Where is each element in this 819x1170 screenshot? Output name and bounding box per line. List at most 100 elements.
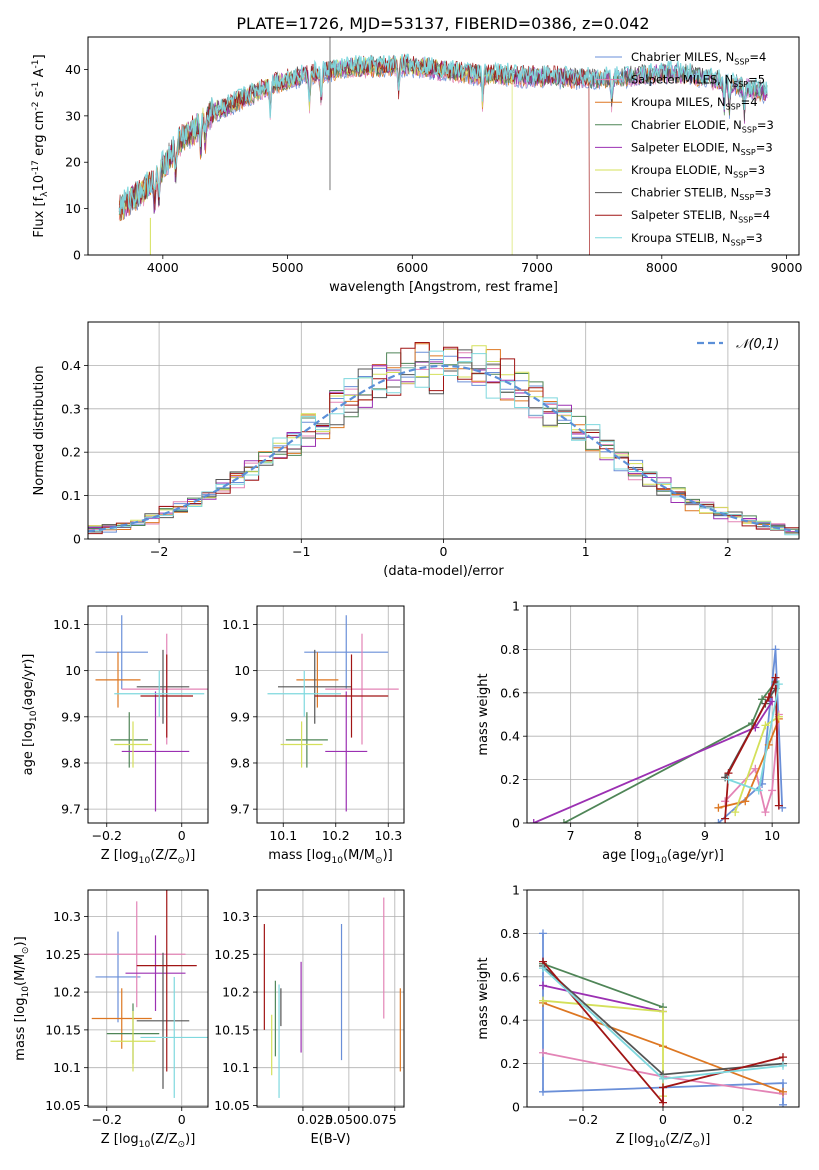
y-axis-label: Normed distribution: [32, 366, 47, 496]
text-run: Salpeter STELIB, N: [631, 208, 738, 222]
y-tick-label: 0: [512, 816, 520, 831]
subscript: SSP: [733, 80, 748, 89]
x-axis-label: mass [log10​(M/M⊙​)]: [268, 848, 392, 866]
subscript: SSP: [742, 125, 757, 134]
x-tick-label: 5000: [272, 260, 304, 275]
legend-label: Kroupa MILES, NSSP​=4: [631, 95, 758, 111]
text-run: Normed distribution: [32, 366, 47, 496]
math-run: 𝒩(0,1): [736, 337, 779, 352]
y-tick-label: 9.8: [230, 755, 250, 770]
legend-label: Salpeter MILES, NSSP​=5: [631, 73, 765, 89]
normal-curve: [88, 364, 799, 533]
y-tick-label: 0.4: [500, 1013, 520, 1028]
weight-marker-salpeter_miles: [761, 808, 770, 817]
axes-frame: [87, 889, 209, 1108]
text-run: Z [log: [616, 1132, 654, 1147]
subscript: ⊙: [375, 856, 383, 866]
text-run: )]: [700, 1132, 710, 1147]
superscript: -1: [31, 82, 41, 91]
text-run: (age/yr)]: [667, 848, 724, 863]
y-axis-label: age [log10​(age/yr)]: [21, 654, 39, 776]
text-run: =3: [757, 118, 774, 132]
y-tick-label: 10.2: [222, 985, 250, 1000]
text-run: s: [32, 90, 47, 101]
subscript: ⊙: [178, 1140, 186, 1150]
gridlines: [88, 606, 208, 823]
y-tick-label: 10.3: [53, 909, 81, 924]
x-tick-label: 7000: [521, 260, 553, 275]
x-tick-label: 10: [764, 828, 780, 843]
y-tick-label: 10.1: [222, 617, 250, 632]
weight-marker-kroupa_elodie: [539, 996, 547, 1005]
text-run: =4: [741, 95, 758, 109]
y-tick-label: 0: [512, 1100, 520, 1115]
legend-label: 𝒩(0,1): [736, 337, 779, 352]
axes-frame: [526, 889, 800, 1108]
text-run: =4: [753, 208, 770, 222]
text-run: =4: [749, 50, 766, 64]
weight-marker-salpeter_elodie: [529, 819, 538, 823]
text-run: Kroupa ELODIE, N: [631, 163, 733, 177]
plot-area: [539, 929, 787, 1107]
y-tick-label: 9.9: [230, 709, 250, 724]
legend-label: Chabrier STELIB, NSSP​=3: [631, 186, 771, 202]
subscript: 10: [655, 856, 667, 866]
subscript: 10: [21, 986, 31, 998]
x-tick-label: 0: [440, 544, 448, 559]
x-tick-label: 1: [582, 544, 590, 559]
x-tick-label: −2: [150, 544, 168, 559]
panel-age_vs_Z: −0.2 0 9.7 9.8 9.9 10 10.1 Z [log10​(Z/Z⊙​)] age…: [21, 605, 209, 866]
legend-label: Salpeter ELODIE, NSSP​=3: [631, 140, 773, 156]
weight-line-kroupa_miles: [718, 718, 780, 809]
x-axis-label: Z [log10​(Z/Z⊙​)]: [616, 1132, 711, 1150]
subscript: SSP: [741, 148, 756, 157]
superscript: -2: [31, 102, 41, 111]
subscript: ⊙: [21, 946, 31, 954]
gridlines: [257, 890, 404, 1107]
axes-frame: [256, 605, 405, 824]
text-run: Flux [f: [32, 196, 47, 237]
weight-marker-kroupa_stelib: [659, 1074, 667, 1083]
y-tick-label: 0.2: [61, 445, 81, 460]
text-run: (age/yr)]: [21, 654, 36, 711]
text-run: Chabrier MILES, N: [631, 50, 734, 64]
text-run: mass weight: [476, 673, 491, 755]
text-run: (Z/Z: [150, 1132, 177, 1147]
axes-frame: [87, 605, 209, 824]
weight-marker-kroupa_miles: [741, 797, 750, 806]
panel-weight_vs_Z: −0.2 0 0.2 0 0.2 0.4 0.6 0.8 1 Z [log10​(Z/Z⊙​)] m…: [476, 883, 800, 1150]
text-run: Kroupa MILES, N: [631, 95, 726, 109]
panel-weight_vs_age: 7 8 9 10 0 0.2 0.4 0.6 0.8 1 age [log10​(age/yr)] m…: [476, 599, 800, 866]
x-tick-label: 0: [178, 828, 186, 843]
y-tick-label: 9.7: [230, 802, 250, 817]
weight-marker-salpeter_elodie: [539, 981, 547, 990]
superscript: -1: [31, 59, 41, 68]
y-tick-label: 20: [65, 155, 81, 170]
y-tick-label: 10.25: [45, 947, 81, 962]
x-tick-label: 9000: [771, 260, 803, 275]
x-axis-label: Z [log10​(Z/Z⊙​)]: [101, 1132, 196, 1150]
legend-label: Salpeter STELIB, NSSP​=4: [631, 208, 770, 224]
legend-label: Chabrier MILES, NSSP​=4: [631, 50, 766, 66]
plot-area: [529, 645, 787, 823]
legend: Chabrier MILES, NSSP​=4 Salpeter MILES, N…: [595, 50, 774, 247]
x-tick-label: 10.2: [322, 828, 350, 843]
text-run: =5: [748, 73, 765, 87]
weight-line-salpeter_elodie: [542, 984, 664, 1013]
text-run: )]: [185, 1132, 195, 1147]
text-run: (data-model)/error: [383, 564, 504, 579]
subscript: 10: [654, 1140, 666, 1150]
plot-area: [88, 342, 799, 536]
panel-residuals: −2 −1 0 1 2 0 0.1 0.2 0.3 0.4 (data-model)/error No…: [32, 321, 800, 579]
y-tick-label: 0.3: [61, 401, 81, 416]
weight-marker-salpeter_miles: [539, 1048, 547, 1057]
text-run: Kroupa STELIB, N: [631, 231, 731, 245]
text-run: mass weight: [476, 957, 491, 1039]
ticks: −2 −1 0 1 2 0 0.1 0.2 0.3 0.4: [61, 358, 732, 559]
text-run: mass [log: [13, 998, 28, 1061]
y-tick-label: 10.05: [45, 1098, 81, 1113]
figure-title: PLATE=1726, MJD=53137, FIBERID=0386, z=0…: [236, 14, 649, 33]
y-tick-label: 0.8: [500, 642, 520, 657]
x-tick-label: 8: [634, 828, 642, 843]
